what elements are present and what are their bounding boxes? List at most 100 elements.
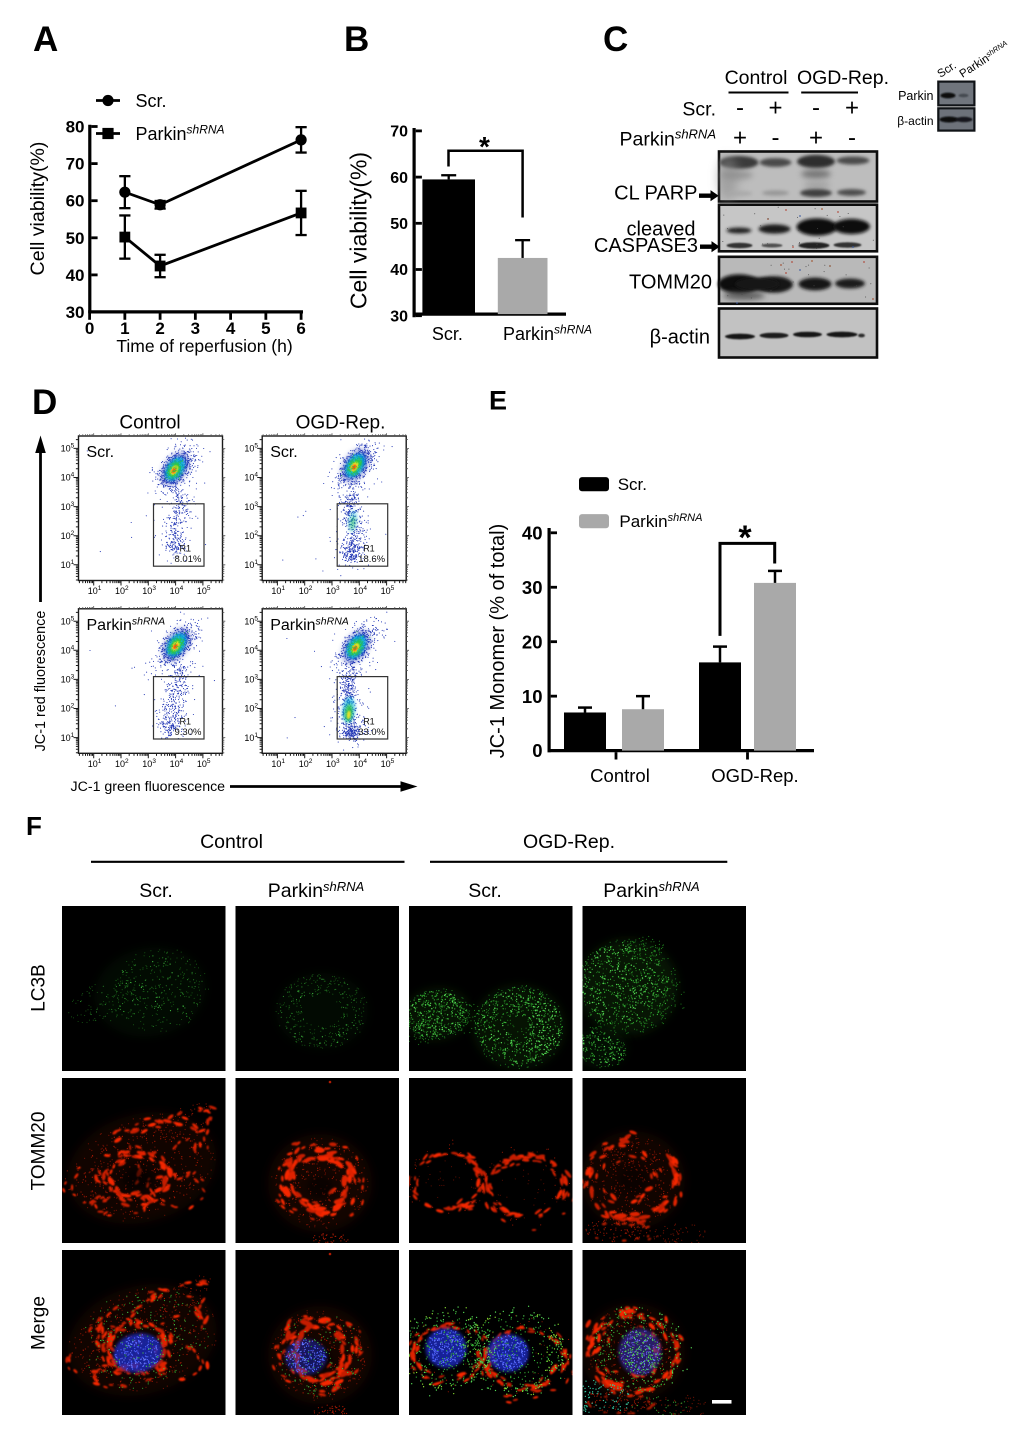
svg-text:104: 104 [353,585,367,596]
svg-text:Scr.: Scr. [432,324,463,344]
svg-text:Scr.: Scr. [87,444,115,461]
svg-text:OGD-Rep.: OGD-Rep. [711,765,798,786]
svg-text:70: 70 [390,124,408,141]
svg-text:TOMM20: TOMM20 [29,1112,50,1191]
svg-text:30: 30 [66,303,85,322]
svg-text:60: 60 [66,192,85,211]
svg-text:B: B [344,20,369,59]
svg-text:-: - [848,125,856,152]
svg-text:102: 102 [299,758,313,769]
svg-text:C: C [603,20,628,59]
svg-text:F: F [26,811,42,841]
svg-text:Cell viability(%): Cell viability(%) [346,152,372,309]
svg-text:104: 104 [170,585,184,596]
svg-text:JC-1 green fluorescence: JC-1 green fluorescence [71,779,226,795]
svg-text:20: 20 [522,631,543,652]
svg-text:104: 104 [353,758,367,769]
svg-text:R1: R1 [363,544,375,554]
svg-text:4: 4 [226,319,236,338]
svg-text:104: 104 [244,645,258,656]
svg-text:2: 2 [155,319,164,338]
svg-text:40: 40 [522,522,543,543]
svg-text:cleaved: cleaved [627,219,696,241]
svg-text:*: * [479,131,490,162]
svg-text:103: 103 [244,674,258,685]
svg-text:OGD-Rep.: OGD-Rep. [797,67,889,89]
svg-text:Cell viability(%): Cell viability(%) [27,142,49,276]
svg-text:104: 104 [61,472,75,483]
svg-text:50: 50 [66,229,85,248]
svg-text:18.6%: 18.6% [358,554,385,565]
svg-text:E: E [489,386,507,416]
svg-text:-: - [812,95,820,122]
svg-text:101: 101 [61,559,75,570]
svg-text:105: 105 [61,615,75,626]
svg-text:+: + [845,95,859,122]
svg-text:LC3B: LC3B [29,964,50,1012]
svg-text:30: 30 [522,577,543,598]
svg-text:-: - [736,95,744,122]
svg-text:+: + [733,125,747,152]
svg-text:Merge: Merge [29,1296,50,1350]
svg-text:5: 5 [261,319,270,338]
svg-text:9.30%: 9.30% [175,727,202,738]
svg-text:103: 103 [326,585,340,596]
svg-text:Control: Control [200,831,263,853]
svg-text:0: 0 [532,740,542,761]
svg-text:+: + [809,125,823,152]
svg-text:R1: R1 [180,544,192,554]
svg-text:Scr.: Scr. [682,99,716,121]
svg-text:101: 101 [244,732,258,743]
svg-text:101: 101 [244,559,258,570]
svg-text:104: 104 [170,758,184,769]
svg-text:CASPASE3: CASPASE3 [594,235,698,257]
svg-text:β-actin: β-actin [897,114,933,128]
svg-text:33.0%: 33.0% [358,727,385,738]
svg-text:Parkin: Parkin [898,89,933,103]
svg-text:1: 1 [120,319,129,338]
svg-text:102: 102 [61,530,75,541]
svg-text:105: 105 [197,758,211,769]
svg-text:A: A [33,20,58,59]
svg-text:105: 105 [381,585,395,596]
svg-text:103: 103 [61,501,75,512]
svg-text:102: 102 [299,585,313,596]
svg-text:103: 103 [142,585,156,596]
svg-text:Control: Control [725,67,788,89]
svg-text:102: 102 [115,758,129,769]
svg-text:8.01%: 8.01% [175,554,202,565]
svg-text:105: 105 [197,585,211,596]
svg-text:102: 102 [115,585,129,596]
svg-text:103: 103 [244,501,258,512]
svg-text:OGD-Rep.: OGD-Rep. [523,831,615,853]
svg-text:40: 40 [390,262,408,279]
svg-text:Time of reperfusion (h): Time of reperfusion (h) [116,336,292,356]
svg-text:102: 102 [61,703,75,714]
svg-text:10: 10 [522,686,543,707]
svg-text:Control: Control [119,413,180,434]
svg-text:JC-1 red fluorescence: JC-1 red fluorescence [33,611,49,752]
svg-text:105: 105 [244,443,258,454]
svg-text:104: 104 [244,472,258,483]
svg-text:105: 105 [244,615,258,626]
svg-text:102: 102 [244,530,258,541]
svg-text:105: 105 [61,443,75,454]
svg-text:104: 104 [61,645,75,656]
svg-text:TOMM20: TOMM20 [629,272,712,294]
svg-text:β-actin: β-actin [650,327,710,349]
svg-text:105: 105 [381,758,395,769]
svg-text:D: D [32,383,57,422]
svg-text:40: 40 [66,266,85,285]
svg-text:103: 103 [61,674,75,685]
svg-text:101: 101 [271,585,285,596]
svg-text:103: 103 [326,758,340,769]
svg-text:Scr.: Scr. [136,91,167,111]
svg-text:Scr.: Scr. [468,880,502,902]
svg-text:101: 101 [61,732,75,743]
svg-text:50: 50 [390,216,408,233]
svg-text:102: 102 [244,703,258,714]
svg-text:101: 101 [271,758,285,769]
svg-text:+: + [768,95,782,122]
svg-text:6: 6 [296,319,305,338]
svg-text:80: 80 [66,118,85,137]
